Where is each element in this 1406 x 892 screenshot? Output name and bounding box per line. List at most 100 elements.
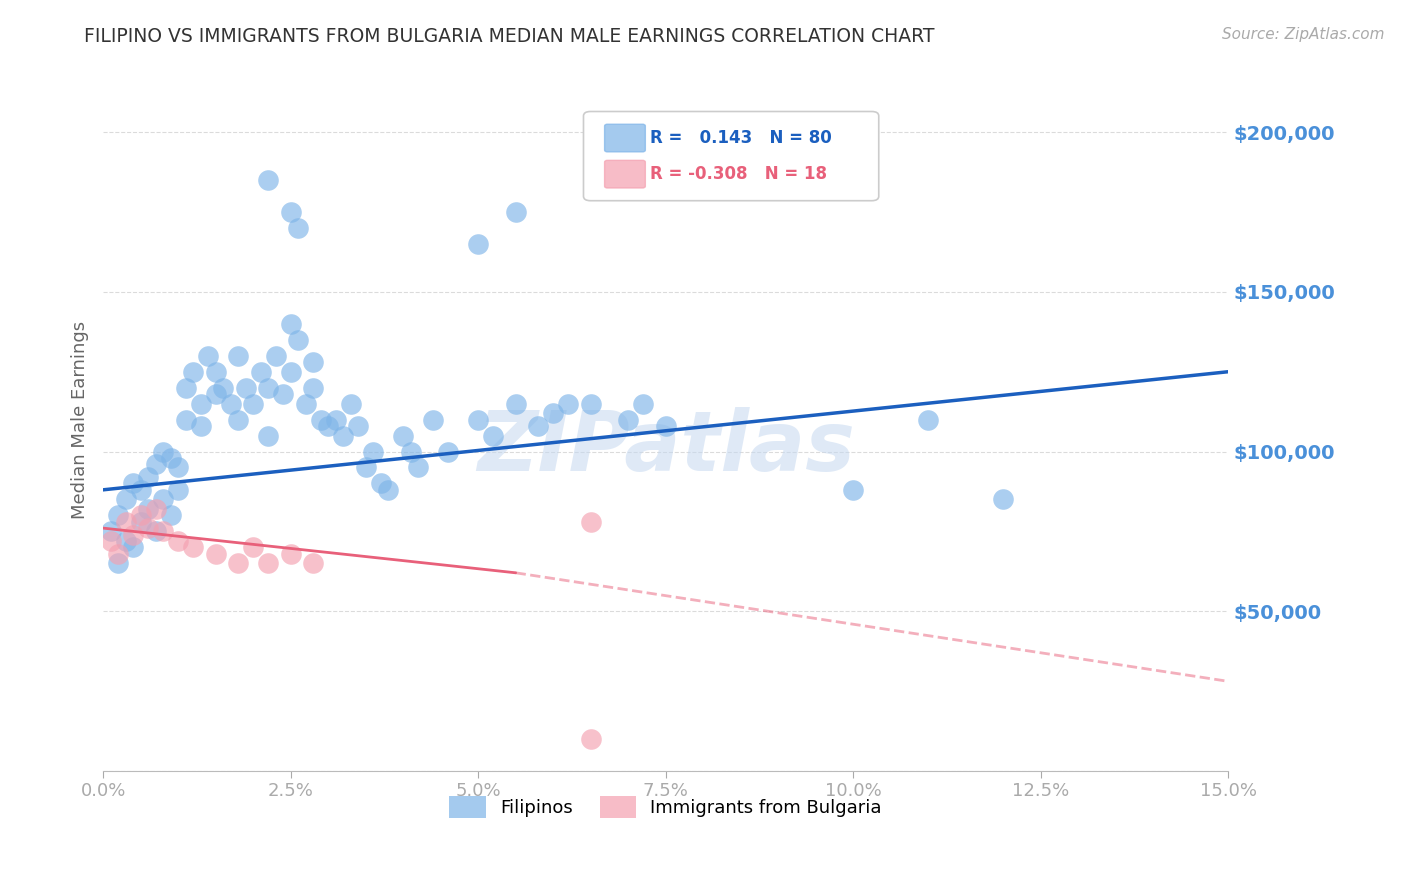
Point <box>280 547 302 561</box>
Point <box>114 492 136 507</box>
Point <box>392 428 415 442</box>
Point <box>122 527 145 541</box>
Point <box>302 556 325 570</box>
Point <box>422 412 444 426</box>
Point <box>287 221 309 235</box>
Point <box>167 460 190 475</box>
Text: Source: ZipAtlas.com: Source: ZipAtlas.com <box>1222 27 1385 42</box>
Point <box>406 460 429 475</box>
Point <box>257 428 280 442</box>
Point <box>100 524 122 539</box>
Point <box>107 547 129 561</box>
Point <box>467 412 489 426</box>
Point <box>152 444 174 458</box>
Point <box>242 541 264 555</box>
Text: R =   0.143   N = 80: R = 0.143 N = 80 <box>650 129 831 147</box>
Point <box>579 515 602 529</box>
Point <box>136 470 159 484</box>
Point <box>541 406 564 420</box>
Point <box>579 397 602 411</box>
Point <box>145 502 167 516</box>
Text: ZIPatlas: ZIPatlas <box>477 407 855 488</box>
Point <box>617 412 640 426</box>
Point <box>204 365 226 379</box>
Point <box>399 444 422 458</box>
Point <box>316 419 339 434</box>
Point <box>302 381 325 395</box>
Point <box>917 412 939 426</box>
Point <box>249 365 271 379</box>
Point <box>579 731 602 746</box>
Point <box>212 381 235 395</box>
Point <box>631 397 654 411</box>
Point <box>159 450 181 465</box>
Point <box>159 508 181 523</box>
Point <box>257 173 280 187</box>
Point <box>152 492 174 507</box>
Point <box>467 237 489 252</box>
Point <box>235 381 257 395</box>
Point <box>302 355 325 369</box>
Point <box>280 317 302 331</box>
Point <box>257 556 280 570</box>
Point <box>294 397 316 411</box>
Text: R = -0.308   N = 18: R = -0.308 N = 18 <box>650 165 827 183</box>
Point <box>482 428 505 442</box>
Point <box>204 547 226 561</box>
Point <box>377 483 399 497</box>
Point <box>122 541 145 555</box>
Point <box>145 524 167 539</box>
Y-axis label: Median Male Earnings: Median Male Earnings <box>72 320 89 518</box>
Point <box>174 412 197 426</box>
Point <box>181 365 204 379</box>
Legend: Filipinos, Immigrants from Bulgaria: Filipinos, Immigrants from Bulgaria <box>443 789 889 825</box>
Point <box>167 483 190 497</box>
Point <box>842 483 865 497</box>
Point <box>204 387 226 401</box>
Point <box>136 502 159 516</box>
Point <box>654 419 676 434</box>
Point <box>145 458 167 472</box>
Point <box>152 524 174 539</box>
Point <box>339 397 361 411</box>
Point <box>287 333 309 347</box>
Point <box>100 533 122 548</box>
Point <box>114 533 136 548</box>
Point <box>370 476 392 491</box>
Point <box>264 349 287 363</box>
Point <box>181 541 204 555</box>
Point <box>129 515 152 529</box>
Point <box>505 397 527 411</box>
Point <box>226 349 249 363</box>
Point <box>219 397 242 411</box>
Point <box>107 508 129 523</box>
Point <box>280 205 302 219</box>
Text: FILIPINO VS IMMIGRANTS FROM BULGARIA MEDIAN MALE EARNINGS CORRELATION CHART: FILIPINO VS IMMIGRANTS FROM BULGARIA MED… <box>84 27 935 45</box>
Point <box>505 205 527 219</box>
Point <box>226 412 249 426</box>
Point <box>167 533 190 548</box>
Point <box>129 508 152 523</box>
Point <box>347 419 370 434</box>
Point <box>527 419 550 434</box>
Point <box>309 412 332 426</box>
Point <box>226 556 249 570</box>
Point <box>325 412 347 426</box>
Point <box>174 381 197 395</box>
Point <box>242 397 264 411</box>
Point <box>190 397 212 411</box>
Point <box>114 515 136 529</box>
Point <box>280 365 302 379</box>
Point <box>271 387 294 401</box>
Point <box>332 428 354 442</box>
Point <box>991 492 1014 507</box>
Point <box>257 381 280 395</box>
Point <box>190 419 212 434</box>
Point <box>354 460 377 475</box>
Point <box>557 397 579 411</box>
Point <box>136 521 159 535</box>
Point <box>437 444 460 458</box>
Point <box>122 476 145 491</box>
Point <box>107 556 129 570</box>
Point <box>129 483 152 497</box>
